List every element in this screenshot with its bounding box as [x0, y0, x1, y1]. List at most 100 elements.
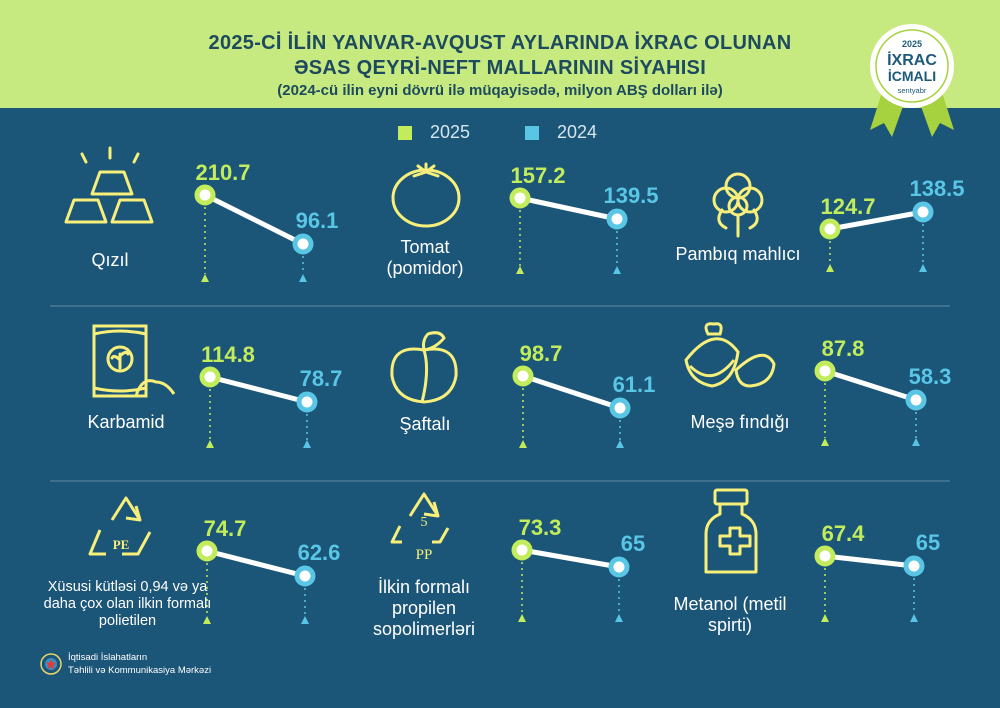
- pp-icon-number: 5: [421, 515, 428, 530]
- point-2024: [903, 555, 925, 577]
- header-band: [0, 0, 1000, 108]
- fertilizer-bag-icon: [92, 324, 176, 398]
- badge-line2: İCMALI: [888, 68, 936, 84]
- axis-marker-2025: [516, 266, 524, 274]
- item-label-metanol: Metanol (metil spirti): [673, 594, 787, 635]
- series-line: [519, 547, 622, 570]
- series-line: [827, 209, 926, 232]
- axis-marker-2025: [519, 440, 527, 448]
- axis-marker-2024: [613, 266, 621, 274]
- series-line: [517, 195, 620, 222]
- pp-icon-text: PP: [416, 547, 433, 563]
- axis-marker-2025: [518, 614, 526, 622]
- value-label-2024: 78.7: [300, 366, 343, 391]
- item-label-saftali: Şaftalı: [399, 414, 451, 434]
- pp-recycle-icon: [390, 492, 450, 544]
- value-label-2024: 139.5: [603, 183, 658, 208]
- item-label-tomat: Tomat (pomidor): [386, 237, 464, 278]
- legend-2025-swatch: [398, 125, 412, 140]
- badge-line1: İXRAC: [887, 51, 937, 69]
- point-2024: [606, 208, 628, 230]
- subtitle: (2024-cü ilin eyni dövrü ilə müqayisədə,…: [277, 82, 723, 99]
- medicine-bottle-icon: [704, 488, 758, 574]
- series-line: [202, 192, 306, 247]
- peach-icon: [390, 331, 458, 404]
- badge-month: sentyabr: [898, 86, 927, 95]
- value-label-2024: 65: [916, 530, 940, 555]
- item-label-pambiq: Pambıq mahlıcı: [675, 244, 801, 264]
- item-label-qizil: Qızıl: [91, 250, 129, 270]
- point-2025: [194, 184, 216, 206]
- axis-marker-2025: [203, 616, 211, 624]
- legend-2024-swatch: [525, 125, 539, 140]
- axis-marker-2024: [303, 440, 311, 448]
- item-label-propilen: İlkin formalı propilen sopolimerləri: [372, 577, 476, 639]
- value-label-2025: 157.2: [510, 163, 565, 188]
- axis-marker-2024: [299, 274, 307, 282]
- series-line: [204, 548, 308, 579]
- item-label-polietilen: Xüsusi kütləsi 0,94 və ya daha çox olan …: [43, 579, 212, 629]
- point-2024: [296, 391, 318, 413]
- series-line: [822, 368, 919, 403]
- series-line: [520, 373, 623, 411]
- tomato-icon: [391, 162, 461, 228]
- value-label-2025: 124.7: [820, 194, 875, 219]
- pe-icon-text: PE: [113, 537, 130, 552]
- value-label-2024: 61.1: [613, 372, 656, 397]
- axis-marker-2024: [910, 614, 918, 622]
- point-2025: [814, 545, 836, 567]
- point-2025: [199, 366, 221, 388]
- point-2024: [608, 556, 630, 578]
- axis-marker-2024: [615, 614, 623, 622]
- legend-2025: 2025: [398, 122, 470, 143]
- legend-2024-label: 2024: [557, 122, 598, 142]
- title-line-1: 2025-Cİ İLİN YANVAR-AVQUST AYLARINDA İXR…: [208, 32, 792, 54]
- axis-marker-2024: [912, 438, 920, 446]
- axis-marker-2025: [821, 614, 829, 622]
- value-label-2025: 73.3: [519, 515, 562, 540]
- point-2025: [814, 360, 836, 382]
- value-label-2025: 74.7: [204, 516, 247, 541]
- pe-recycle-icon: [88, 496, 152, 556]
- axis-marker-2024: [301, 616, 309, 624]
- point-2024: [912, 201, 934, 223]
- axis-marker-2024: [616, 440, 624, 448]
- ixrac-icmali-badge: 2025 İXRAC İCMALI sentyabr: [870, 24, 954, 137]
- axis-marker-2025: [826, 264, 834, 272]
- main-panel: [0, 108, 1000, 708]
- value-label-2024: 58.3: [909, 364, 952, 389]
- emblem-icon: [40, 653, 62, 675]
- value-label-2025: 114.8: [201, 342, 255, 367]
- axis-marker-2025: [821, 438, 829, 446]
- gold-bars-icon: [64, 146, 154, 224]
- series-line: [822, 553, 917, 569]
- legend-2024: 2024: [525, 122, 597, 143]
- axis-marker-2025: [206, 440, 214, 448]
- value-label-2024: 138.5: [909, 176, 964, 201]
- value-label-2025: 67.4: [822, 521, 866, 546]
- value-label-2024: 65: [621, 531, 645, 556]
- point-2025: [196, 540, 218, 562]
- value-label-2024: 62.6: [298, 540, 341, 565]
- value-label-2024: 96.1: [296, 208, 339, 233]
- point-2024: [294, 565, 316, 587]
- cotton-icon: [712, 172, 764, 238]
- title-line-2: ƏSAS QEYRİ-NEFT MALLARININ SİYAHISI: [293, 57, 707, 79]
- value-label-2025: 210.7: [195, 160, 250, 185]
- legend-2025-label: 2025: [430, 122, 471, 142]
- point-2024: [905, 389, 927, 411]
- axis-marker-2024: [919, 264, 927, 272]
- point-2025: [819, 218, 841, 240]
- point-2024: [292, 233, 314, 255]
- hazelnut-icon: [684, 322, 776, 388]
- item-label-karbamid: Karbamid: [87, 412, 165, 432]
- legend: 2025 2024: [0, 108, 1000, 152]
- value-label-2025: 87.8: [822, 336, 865, 361]
- point-2025: [509, 187, 531, 209]
- badge-year: 2025: [902, 39, 922, 49]
- point-2024: [609, 397, 631, 419]
- footer-line-1: İqtisadi İslahatların: [68, 652, 148, 663]
- value-label-2025: 98.7: [520, 341, 563, 366]
